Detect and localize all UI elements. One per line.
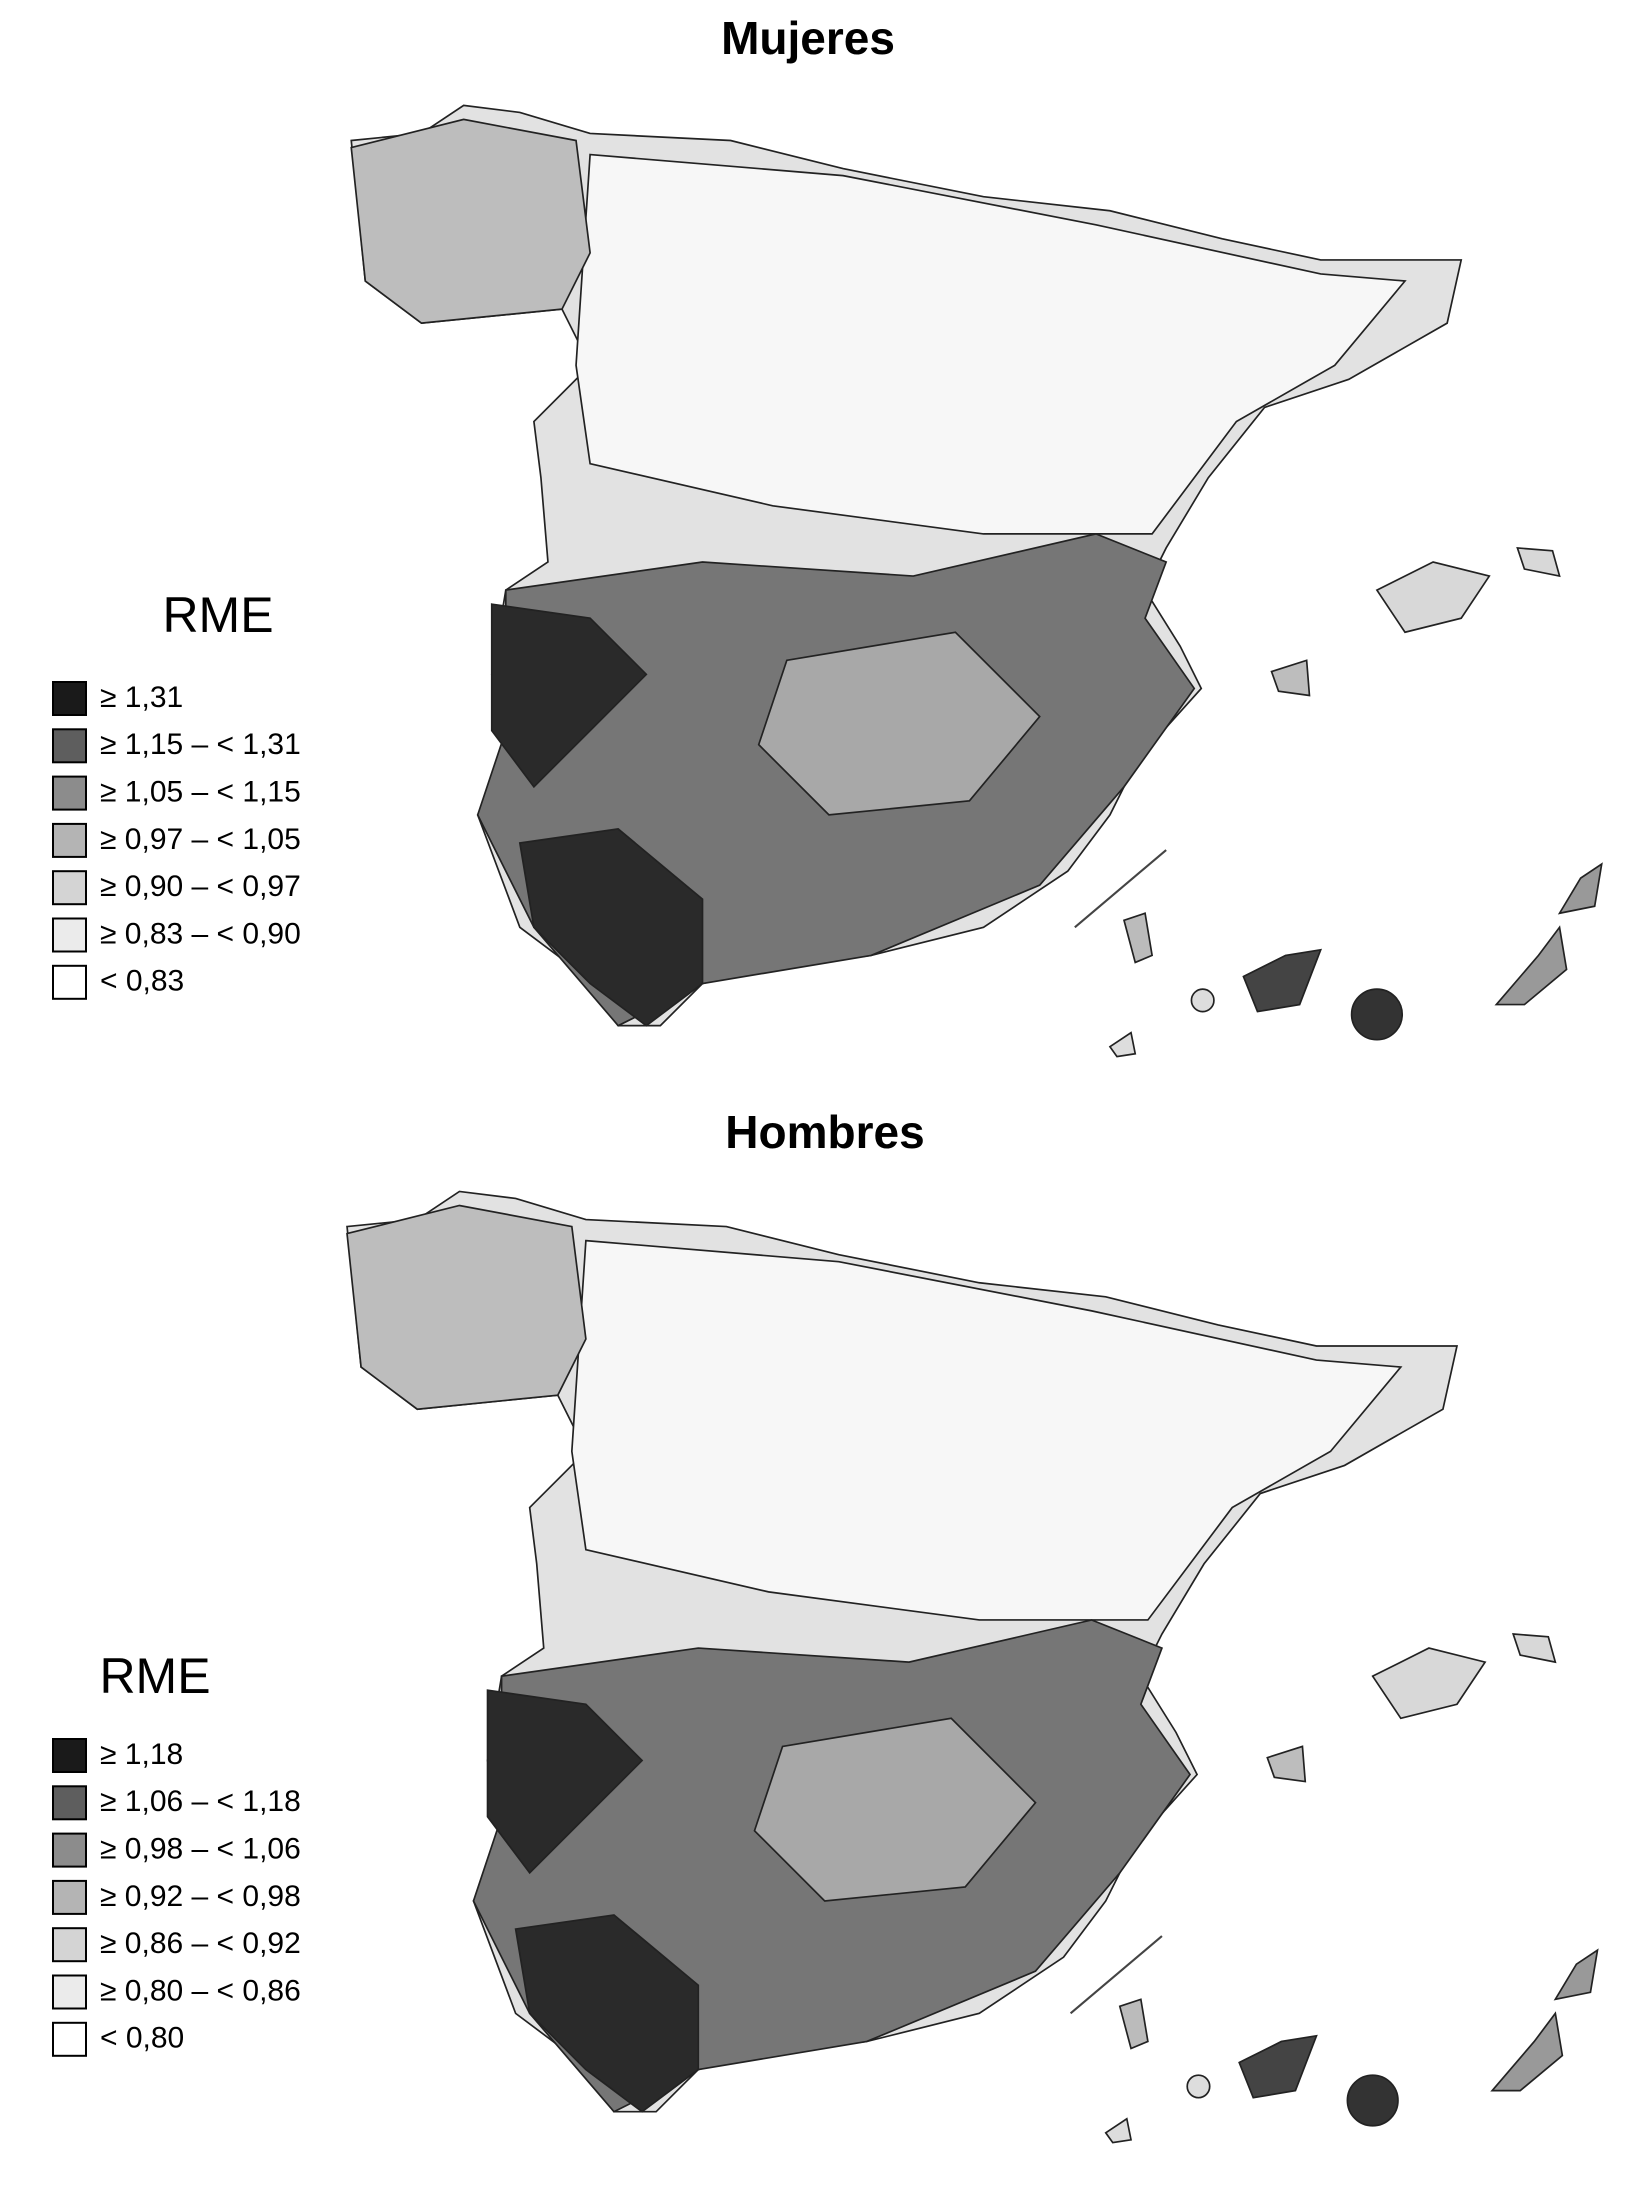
legend-swatch [52,1785,87,1821]
legend-swatch [52,1974,87,2010]
legend-title: RME [99,1648,210,1704]
legend-label: ≥ 0,90 – < 0,97 [100,870,301,903]
legend-swatch [52,1879,87,1915]
map-title: Hombres [725,1106,924,1158]
legend-label: ≥ 0,98 – < 1,06 [100,1833,301,1866]
legend-label: < 0,80 [100,2022,184,2055]
map-mujeres [350,104,1603,1058]
legend-label: ≥ 0,86 – < 0,92 [100,1927,301,1960]
legend-swatch [52,681,87,716]
legend-label: ≥ 0,92 – < 0,98 [100,1880,301,1913]
legend-swatch [52,1738,87,1773]
map-hombres [345,1190,1599,2144]
legend-title: RME [162,587,273,643]
legend-label: ≥ 0,97 – < 1,05 [100,823,301,856]
legend-swatch [52,822,87,858]
legend-swatch [52,1927,87,1963]
legend-label: ≥ 0,83 – < 0,90 [100,917,301,950]
legend-swatch [52,775,87,811]
legend-swatch [52,917,87,953]
legend-swatch [52,870,87,906]
legend-swatch [52,728,87,764]
legend-label: ≥ 1,15 – < 1,31 [100,728,301,761]
legend-label: ≥ 1,05 – < 1,15 [100,776,301,809]
legend-label: ≥ 1,18 [100,1738,183,1771]
map-title: Mujeres [721,12,895,64]
legend-label: ≥ 1,31 [100,681,183,714]
legend-label: ≥ 0,80 – < 0,86 [100,1974,301,2007]
legend-swatch [52,2021,87,2057]
legend-swatch [52,964,87,1000]
legend-label: < 0,83 [100,965,184,998]
legend-swatch [52,1832,87,1868]
legend-label: ≥ 1,06 – < 1,18 [100,1785,301,1818]
